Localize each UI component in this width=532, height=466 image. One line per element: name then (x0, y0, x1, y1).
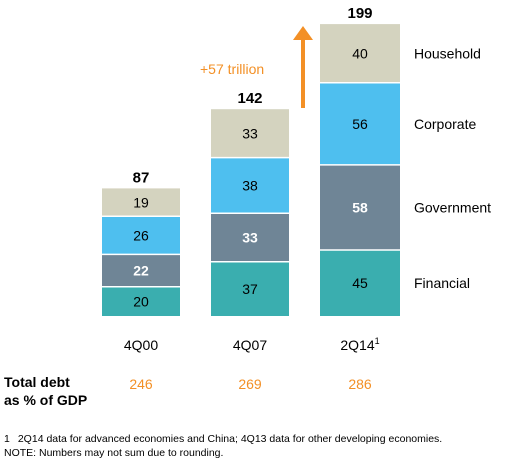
segment-value-label: 33 (242, 230, 258, 246)
segment-value-label: 45 (352, 275, 368, 291)
footnote-1-text: 2Q14 data for advanced economies and Chi… (17, 433, 443, 445)
footnote-1: 1 2Q14 data for advanced economies and Ch… (4, 432, 532, 446)
ratio-value: 246 (129, 376, 153, 392)
bar-segment-household-2q14 (320, 24, 400, 83)
segment-value-label: 33 (242, 125, 258, 141)
bar-segment-government-4q07 (211, 213, 289, 262)
category-labels-layer: 4Q00 4Q07 2Q141 (124, 336, 380, 353)
growth-annotation: +57 trillion (200, 26, 313, 108)
ratio-value: 269 (238, 376, 262, 392)
footnote-note: NOTE: Numbers may not sum due to roundin… (4, 446, 532, 460)
legend-entry-household: Household (414, 45, 481, 61)
ratio-row-title-line-2: as % of GDP (4, 392, 88, 408)
ratio-row-title-line-1: Total debt (4, 374, 70, 390)
legend-layer: Financial Government Corporate Household (414, 45, 491, 291)
footnotes: 1 2Q14 data for advanced economies and Ch… (4, 432, 532, 460)
bar-total-label: 87 (133, 169, 150, 186)
ratio-values-layer: 246 269 286 (129, 376, 372, 392)
growth-annotation-text: +57 trillion (200, 61, 264, 77)
segment-value-label: 38 (242, 177, 258, 193)
category-label: 2Q141 (340, 336, 379, 353)
category-label: 4Q00 (124, 337, 158, 353)
bar-segment-corporate-4q07 (211, 157, 289, 214)
segment-value-label: 19 (133, 194, 149, 210)
segment-value-label: 40 (352, 45, 368, 61)
legend-entry-corporate: Corporate (414, 116, 476, 132)
segment-value-label: 22 (133, 263, 149, 279)
bar-segment-financial-4q07 (211, 261, 289, 316)
legend-entry-financial: Financial (414, 275, 470, 291)
bar-segment-corporate-2q14 (320, 82, 400, 165)
ratio-row-title: Total debt as % of GDP (4, 373, 144, 409)
bars-layer (102, 24, 400, 316)
bar-segment-financial-2q14 (320, 250, 400, 316)
bar-segment-government-4q00 (102, 254, 180, 287)
segment-value-label: 20 (133, 293, 149, 309)
ratio-value: 286 (348, 376, 372, 392)
bar-segment-government-2q14 (320, 164, 400, 250)
bar-segment-financial-4q00 (102, 286, 180, 316)
footnote-1-number: 1 (4, 433, 10, 445)
footnote-note-text: NOTE: Numbers may not sum due to roundin… (4, 447, 224, 459)
bar-segment-corporate-4q00 (102, 216, 180, 255)
bar-total-label: 142 (237, 90, 262, 107)
bar-segment-household-4q00 (102, 188, 180, 217)
segment-value-label: 26 (133, 227, 149, 243)
category-label: 4Q07 (233, 337, 267, 353)
bar-total-label: 199 (347, 5, 372, 22)
segment-value-label: 58 (352, 199, 368, 215)
category-footnote-marker: 1 (375, 336, 380, 346)
bar-segment-household-4q07 (211, 109, 289, 158)
segment-labels-layer: 20 22 26 19 37 33 38 33 45 58 56 40 (133, 45, 368, 309)
totals-layer: 87 142 199 (133, 5, 373, 186)
segment-value-label: 56 (352, 116, 368, 132)
segment-value-label: 37 (242, 281, 258, 297)
legend-entry-government: Government (414, 199, 491, 215)
growth-arrow-head (293, 26, 313, 40)
